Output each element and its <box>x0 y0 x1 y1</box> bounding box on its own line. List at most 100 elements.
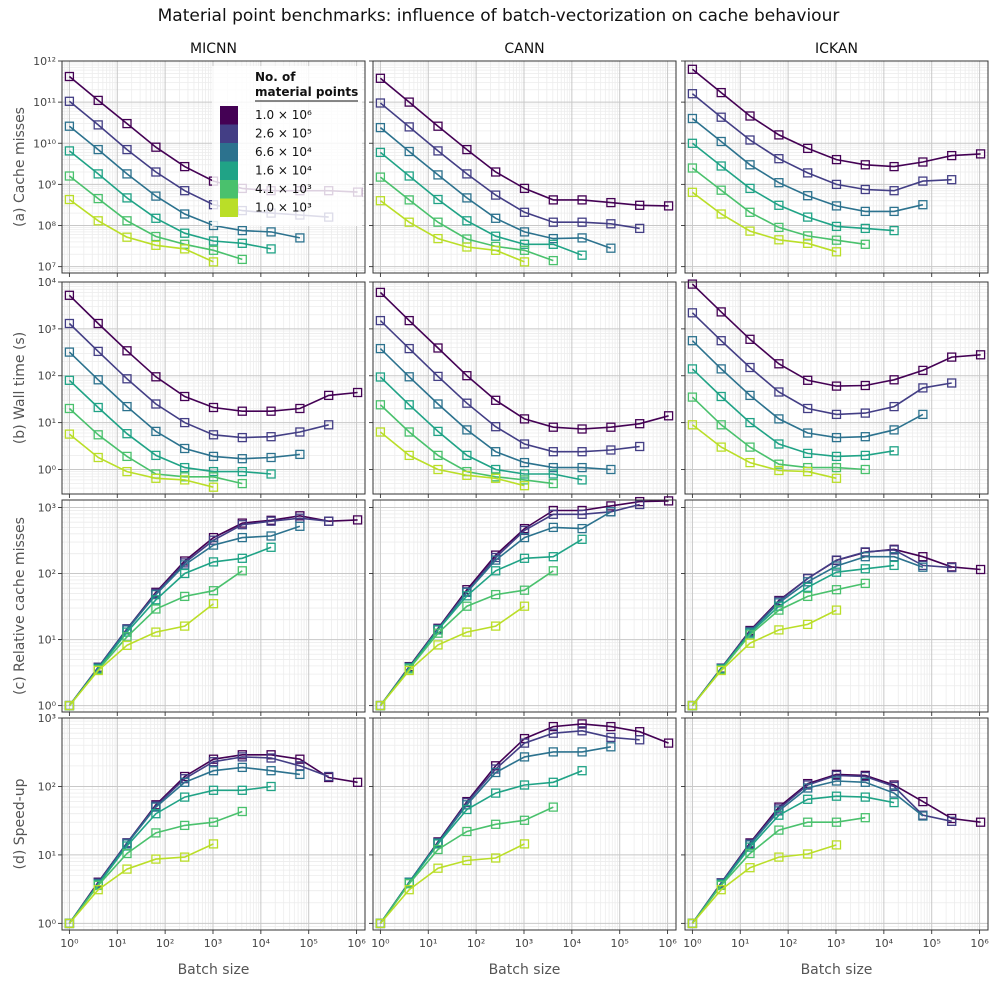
data-point <box>151 167 161 177</box>
series-line-5 <box>68 843 214 924</box>
panel-r2-c2-frame <box>684 499 989 713</box>
data-point <box>462 804 472 815</box>
data-point <box>918 157 928 167</box>
data-point <box>180 475 190 485</box>
data-point <box>93 120 103 130</box>
series-line-4 <box>68 175 243 261</box>
data-point <box>548 422 558 432</box>
data-point <box>745 160 755 170</box>
data-point <box>491 395 501 405</box>
data-point <box>375 700 386 711</box>
data-point <box>548 447 558 457</box>
data-point <box>462 855 472 866</box>
data-point <box>64 96 75 106</box>
data-point <box>745 334 755 344</box>
data-point <box>93 318 103 329</box>
data-point <box>295 427 305 437</box>
series-line-0 <box>691 283 981 387</box>
ytick-label: 10⁴ <box>38 276 57 289</box>
data-point <box>64 171 75 181</box>
data-point <box>687 187 698 197</box>
data-point <box>404 400 414 410</box>
data-point <box>687 64 698 74</box>
data-point <box>266 244 276 254</box>
data-point <box>774 235 784 245</box>
data-point <box>716 209 726 219</box>
data-point <box>93 95 103 106</box>
legend-swatch <box>220 106 238 125</box>
data-point <box>462 450 472 461</box>
data-point <box>93 452 103 463</box>
data-point <box>404 343 414 354</box>
data-point <box>860 564 870 574</box>
series-line-3 <box>68 379 272 475</box>
data-point <box>889 797 899 808</box>
data-point <box>122 451 132 462</box>
data-point <box>918 562 928 572</box>
data-point <box>716 442 726 452</box>
data-point <box>266 516 276 526</box>
data-point <box>774 852 784 862</box>
data-point <box>491 767 501 778</box>
figure-title: Material point benchmarks: influence of … <box>157 6 840 26</box>
xtick-label: 10² <box>156 937 174 950</box>
data-point <box>577 766 587 776</box>
data-point <box>404 97 414 107</box>
data-point <box>208 402 219 413</box>
data-point <box>577 726 587 736</box>
data-point <box>237 553 247 563</box>
data-point <box>433 863 443 873</box>
data-point <box>208 766 219 776</box>
data-point <box>716 391 726 402</box>
data-point <box>433 844 443 855</box>
data-point <box>803 168 813 178</box>
data-point <box>404 217 414 227</box>
legend-entry: 1.6 × 10⁴ <box>255 164 312 178</box>
data-point <box>352 777 363 787</box>
series-line-5 <box>691 844 837 924</box>
data-point <box>606 445 616 455</box>
data-point <box>462 470 472 480</box>
data-point <box>208 599 219 609</box>
data-point <box>180 391 190 402</box>
data-point <box>491 566 501 576</box>
data-point <box>404 315 414 326</box>
series-line-3 <box>68 546 272 707</box>
data-point <box>491 555 501 565</box>
legend-entry: 1.0 × 10³ <box>255 201 312 215</box>
data-point <box>519 257 530 267</box>
data-point <box>151 450 161 461</box>
series-line-0 <box>379 77 669 207</box>
data-point <box>122 429 132 439</box>
data-point <box>716 420 726 430</box>
data-point <box>266 227 276 237</box>
data-point <box>404 146 414 157</box>
ytick-label: 10² <box>38 780 56 793</box>
data-point <box>774 130 784 140</box>
data-point <box>519 481 530 491</box>
data-point <box>352 387 363 398</box>
data-point <box>266 781 276 792</box>
series-line-3 <box>379 769 583 924</box>
data-point <box>519 839 530 849</box>
data-point <box>918 176 928 186</box>
data-point <box>548 255 558 266</box>
data-point <box>519 553 530 563</box>
data-point <box>687 89 698 99</box>
data-point <box>716 185 726 195</box>
series-line-4 <box>379 570 554 707</box>
xtick-label: 10⁶ <box>970 937 989 950</box>
series-line-5 <box>691 609 837 707</box>
data-point <box>122 401 132 412</box>
data-point <box>548 552 558 562</box>
series-line-5 <box>379 843 525 924</box>
data-point <box>237 478 247 489</box>
row-label: (a) Cache misses <box>12 107 28 227</box>
data-point <box>433 217 443 227</box>
data-point <box>577 250 587 260</box>
data-point <box>716 364 726 374</box>
data-point <box>324 771 334 782</box>
data-point <box>93 169 103 179</box>
data-point <box>237 238 247 248</box>
data-point <box>548 747 558 757</box>
